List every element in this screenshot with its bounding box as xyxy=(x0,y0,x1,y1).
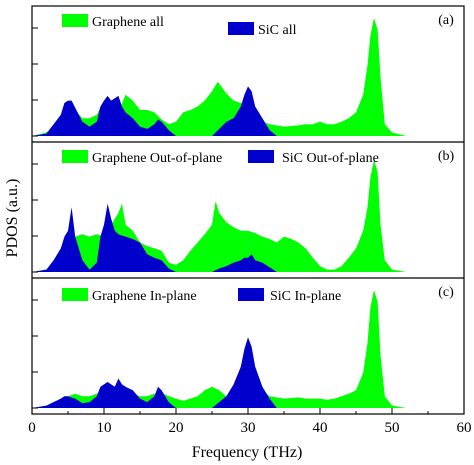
panel-tag: (c) xyxy=(438,285,454,300)
legend-swatch xyxy=(62,14,88,27)
series-area-sic xyxy=(32,86,464,136)
series-area-graphene xyxy=(32,159,464,272)
legend-swatch xyxy=(238,288,264,301)
legend-swatch xyxy=(248,150,274,163)
panel-tag: (a) xyxy=(438,13,454,28)
legend-swatch xyxy=(62,150,88,163)
x-axis-ticks: 0 10 20 30 40 50 60 xyxy=(28,408,472,436)
x-tick-label: 40 xyxy=(313,420,328,436)
series-area-sic xyxy=(32,337,464,408)
x-tick-label: 30 xyxy=(241,420,256,436)
legend-label: Graphene In-plane xyxy=(92,289,197,304)
legend-swatch xyxy=(228,22,254,35)
legend-label: SiC all xyxy=(258,23,297,38)
legend-label: SiC Out-of-plane xyxy=(282,151,379,166)
panel-0: Graphene all SiC all (a) xyxy=(32,13,464,137)
legend-label: SiC In-plane xyxy=(270,289,341,304)
x-tick-label: 0 xyxy=(28,420,36,436)
x-tick-label: 10 xyxy=(97,420,112,436)
x-tick-label: 60 xyxy=(457,420,472,436)
panels-group: Graphene all SiC all (a) Graphene Out-of-pl… xyxy=(32,13,464,409)
panel-1: Graphene Out-of-plane SiC Out-of-plane (b) xyxy=(32,149,464,273)
panel-2: Graphene In-plane SiC In-plane (c) xyxy=(32,285,464,409)
x-tick-label: 50 xyxy=(385,420,400,436)
legend-label: Graphene all xyxy=(92,15,164,30)
series-area-graphene xyxy=(32,290,464,408)
y-axis-label: PDOS (a.u.) xyxy=(4,179,21,258)
panel-tag: (b) xyxy=(438,149,455,164)
legend-label: Graphene Out-of-plane xyxy=(92,151,222,166)
x-tick-label: 20 xyxy=(169,420,184,436)
series-area-sic xyxy=(32,203,464,272)
x-axis-label: Frequency (THz) xyxy=(192,444,303,461)
legend-swatch xyxy=(62,288,88,301)
